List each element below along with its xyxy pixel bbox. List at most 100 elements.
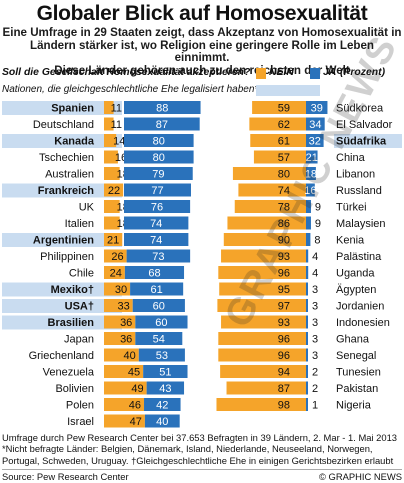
ja-bar [124,233,189,246]
nein-value: 11 [111,103,122,115]
ja-bar [306,200,311,213]
country-label: Philippinen [40,251,94,263]
ja-value: 4 [312,268,318,280]
nein-bar [104,134,117,147]
country-label: Argentinien [33,235,94,247]
ja-value: 53 [156,350,168,362]
nein-value: 46 [129,400,141,412]
footer-line: Portugal, Schweden, Uruguay. †Gleichgesc… [2,454,394,466]
country-label: Ghana [336,334,370,346]
nein-bar [219,282,306,296]
country-label: Südkorea [336,103,384,115]
chart-title: Globaler Blick auf Homosexualität [36,2,368,25]
credit-text: © GRAPHIC NEWS [319,471,402,482]
country-label: Bolivien [55,383,94,395]
chart-subtitle: Eine Umfrage in 29 Staaten zeigt, dass A… [2,26,402,77]
country-label: Russland [336,185,382,197]
ja-bar [306,216,311,230]
ja-value: 60 [153,301,165,313]
legal-highlight [2,315,122,330]
ja-value: 76 [151,202,163,214]
nein-value: 74 [278,185,290,197]
country-label: Italien [65,218,94,230]
nein-value: 97 [278,301,290,313]
nein-value: 47 [130,416,142,428]
nein-bar [218,332,306,345]
ja-value: 18 [305,169,317,181]
ja-value: 60 [155,317,167,329]
legal-highlight [334,134,402,148]
ja-value: 4 [312,251,318,263]
nein-bar [104,398,145,411]
source-row: Source: Pew Research Center © GRAPHIC NE… [2,469,402,482]
legend-ja-swatch [310,68,320,79]
legend-legal-note: Nationen, die gleichgeschlechtliche Ehe … [2,84,259,95]
ja-value: 3 [312,350,318,362]
nein-value: 33 [117,301,129,313]
country-label: Deutschland [33,119,94,131]
nein-bar [104,266,125,279]
ja-bar [143,365,188,378]
ja-bar [306,365,308,378]
ja-value: 77 [151,185,163,197]
nein-value: 45 [128,367,140,379]
nein-value: 14 [113,136,125,148]
nein-value: 80 [278,169,290,181]
country-label: Ägypten [336,284,376,296]
ja-bar [130,282,184,296]
ja-value: 87 [156,119,168,131]
ja-value: 34 [309,119,321,131]
nein-bar [104,101,114,114]
ja-value: 80 [153,152,165,164]
nein-value: 22 [108,185,120,197]
source-text: Source: Pew Research Center [2,471,129,482]
country-label: Kanada [54,136,95,148]
country-label: El Salvador [336,119,393,131]
nein-value: 61 [278,136,290,148]
ja-value: 73 [152,251,164,263]
ja-bar [306,332,308,345]
ja-value: 32 [309,136,321,148]
country-label: Australien [45,169,94,181]
country-label: Tunesien [336,367,381,379]
nein-bar [217,299,306,312]
ja-bar [306,150,318,164]
nein-value: 11 [111,119,122,131]
ja-bar [144,414,180,428]
nein-bar [104,249,127,263]
country-label: Südafrika [336,136,387,148]
ja-bar [135,315,188,329]
country-label: Israel [67,416,94,428]
nein-bar [104,216,120,230]
ja-value: 40 [156,416,168,428]
legal-highlight [2,233,122,247]
ja-value: 43 [159,383,171,395]
ja-bar [124,117,200,131]
ja-value: 16 [304,185,316,197]
country-label: Chile [69,268,94,280]
nein-bar [104,315,136,329]
ja-value: 39 [311,103,323,115]
nein-bar [104,167,120,180]
country-label: China [336,152,366,164]
ja-bar [124,216,189,230]
nein-value: 93 [278,317,290,329]
nein-value: 40 [124,350,136,362]
country-label: Frankreich [38,185,95,197]
country-label: Uganda [336,268,375,280]
country-label: Palästina [336,251,382,263]
country-label: Pakistan [336,383,378,395]
nein-bar [250,134,306,147]
legend-legal-swatch [256,85,320,96]
country-label: USA† [65,301,94,313]
nein-bar [238,183,306,197]
nein-bar [218,348,306,362]
ja-value: 74 [150,218,162,230]
ja-value: 1 [312,400,318,412]
ja-value: 3 [312,334,318,346]
country-label: Mexiko† [51,284,94,296]
nein-bar [253,150,306,164]
nein-bar [104,117,114,131]
nein-bar [221,249,306,263]
nein-bar [227,216,306,230]
